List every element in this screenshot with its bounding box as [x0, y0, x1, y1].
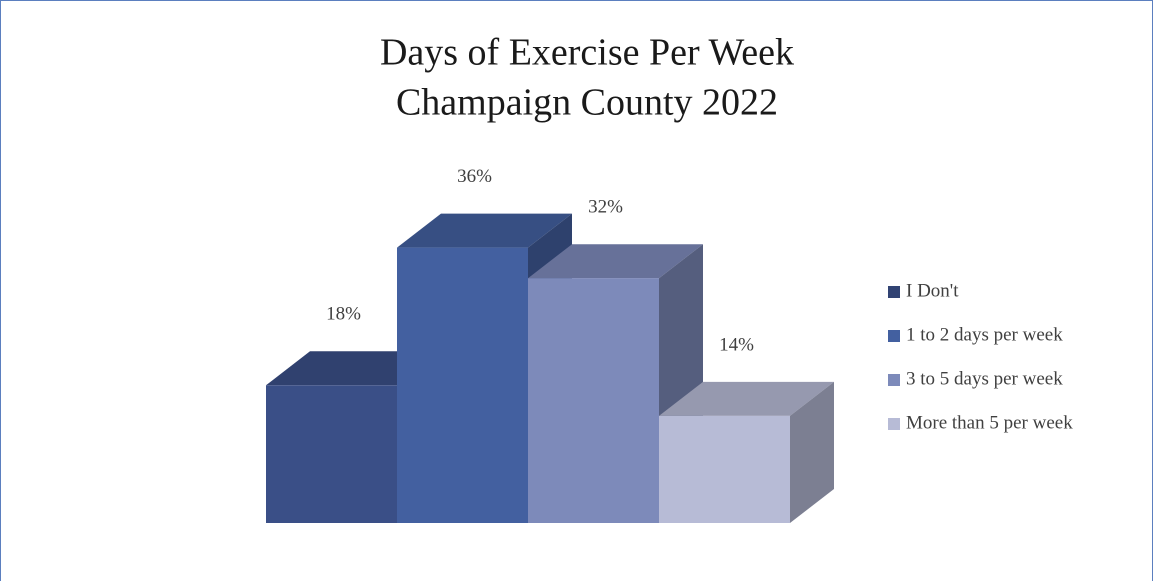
- bar: [266, 385, 397, 523]
- legend-swatch: [888, 330, 900, 342]
- data-label: 36%: [457, 166, 492, 187]
- data-label: 14%: [719, 334, 754, 355]
- chart-title: Days of Exercise Per Week: [380, 32, 794, 74]
- legend-swatch: [888, 418, 900, 430]
- bar: [528, 278, 659, 523]
- legend-label: More than 5 per week: [906, 412, 1073, 433]
- bar: [397, 247, 528, 523]
- bar-top: [397, 213, 572, 248]
- data-label: 18%: [326, 304, 361, 325]
- legend-swatch: [888, 374, 900, 386]
- legend-label: 1 to 2 days per week: [906, 324, 1063, 345]
- chart-title: Champaign County 2022: [396, 82, 778, 124]
- legend-label: 3 to 5 days per week: [906, 368, 1063, 389]
- bar: [659, 415, 790, 523]
- bar-top: [528, 244, 703, 279]
- bar-top: [659, 381, 834, 416]
- bar-side: [790, 381, 834, 523]
- legend-swatch: [888, 286, 900, 298]
- data-label: 32%: [588, 197, 623, 218]
- legend-label: I Don't: [906, 280, 959, 301]
